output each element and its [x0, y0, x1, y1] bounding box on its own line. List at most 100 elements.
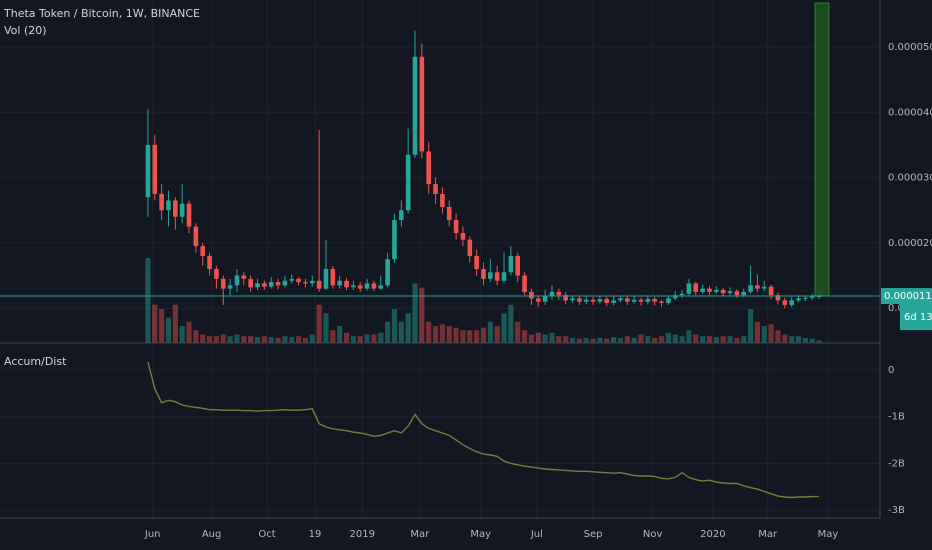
- volume-bar: [713, 337, 719, 343]
- volume-bar: [789, 336, 795, 343]
- volume-bar: [248, 336, 254, 343]
- volume-bar: [398, 321, 404, 343]
- y-tick-label: 0: [888, 365, 894, 376]
- volume-bar: [700, 336, 706, 343]
- candle-body: [426, 151, 432, 185]
- volume-bar: [227, 336, 233, 343]
- volume-bar: [693, 334, 699, 343]
- x-tick-label: Jun: [144, 529, 161, 540]
- volume-bar: [652, 337, 658, 343]
- candle-body: [741, 291, 747, 296]
- volume-bar: [220, 334, 226, 343]
- volume-bar: [617, 337, 624, 343]
- candle-body: [262, 283, 267, 287]
- volume-bar: [809, 338, 815, 343]
- volume-bar: [200, 334, 206, 343]
- x-tick-label: May: [470, 529, 491, 540]
- candle-body: [440, 193, 445, 207]
- candle-body: [707, 288, 712, 292]
- volume-bar: [768, 324, 774, 343]
- volume-bar: [282, 336, 288, 343]
- candle-body: [803, 297, 808, 299]
- candle-body: [275, 282, 281, 286]
- candle-body: [399, 210, 404, 221]
- candle-body: [241, 275, 247, 279]
- x-tick-label: Sep: [584, 529, 603, 540]
- candle-body: [515, 255, 521, 276]
- volume-bar: [302, 337, 309, 343]
- volume-bar: [624, 336, 630, 343]
- candle-body: [748, 285, 753, 292]
- volume-bar: [535, 332, 541, 343]
- candle-body: [227, 285, 233, 289]
- x-tick-label: Jul: [530, 529, 543, 540]
- candle-body: [577, 298, 582, 302]
- candle-body: [686, 283, 692, 294]
- volume-bar: [419, 287, 425, 343]
- candle-body: [296, 278, 301, 283]
- volume-bar: [782, 334, 788, 343]
- volume-bar: [665, 332, 671, 343]
- volume-bar: [741, 336, 747, 343]
- volume-bar: [206, 336, 213, 343]
- candle-body: [481, 269, 486, 279]
- volume-bar: [357, 336, 363, 343]
- volume-bar: [521, 330, 528, 343]
- volume-bar: [734, 337, 740, 343]
- volume-bar: [268, 337, 274, 343]
- volume-bar: [672, 334, 678, 343]
- volume-bar: [528, 334, 535, 343]
- volume-bar: [747, 309, 754, 343]
- volume-bar: [172, 304, 178, 343]
- y-tick-label: 0.00003000: [888, 173, 932, 184]
- candle-body: [679, 293, 685, 296]
- volume-bar: [508, 304, 514, 343]
- volume-bar: [234, 334, 240, 343]
- candle-body: [433, 184, 438, 194]
- candle-body: [761, 286, 767, 289]
- x-tick-label: 2019: [350, 529, 375, 540]
- volume-bar: [412, 283, 418, 343]
- y-tick-label: 0.00005000: [888, 42, 932, 53]
- candle-body: [624, 298, 630, 302]
- candle-body: [316, 280, 322, 289]
- volume-bar: [487, 321, 493, 343]
- y-tick-label: -2B: [888, 458, 905, 469]
- countdown-label: 6d 13h: [904, 312, 932, 323]
- candle-body: [467, 239, 473, 256]
- y-tick-label: 0.00002000: [888, 238, 932, 249]
- volume-bar: [638, 334, 644, 343]
- volume-bar: [686, 330, 692, 343]
- x-tick-label: May: [818, 529, 839, 540]
- candle-body: [590, 299, 596, 302]
- candle-body: [419, 56, 425, 152]
- x-tick-label: Mar: [410, 529, 430, 540]
- volume-bar: [775, 330, 781, 343]
- volume-bar: [241, 336, 247, 343]
- candle-body: [501, 272, 507, 281]
- volume-bar: [391, 309, 398, 343]
- candle-body: [173, 200, 178, 217]
- candle-body: [282, 280, 288, 286]
- candle-body: [220, 278, 226, 289]
- volume-bar: [316, 304, 322, 343]
- candle-body: [474, 255, 479, 270]
- volume-bar: [323, 313, 329, 343]
- volume-bar: [145, 258, 151, 343]
- candle-body: [337, 280, 342, 286]
- y-tick-label: 0.00004000: [888, 107, 932, 118]
- volume-bar: [590, 338, 596, 343]
- volume-bar: [631, 337, 637, 343]
- x-tick-label: 2020: [700, 529, 725, 540]
- candle-body: [672, 295, 678, 299]
- volume-bar: [542, 334, 548, 343]
- candle-body: [597, 299, 603, 302]
- volume-bar: [679, 336, 685, 343]
- volume-bar: [446, 326, 452, 343]
- volume-bar: [432, 326, 439, 343]
- candle-body: [604, 299, 610, 303]
- volume-bar: [275, 337, 281, 343]
- volume-bar: [720, 336, 726, 343]
- candle-body: [529, 291, 534, 299]
